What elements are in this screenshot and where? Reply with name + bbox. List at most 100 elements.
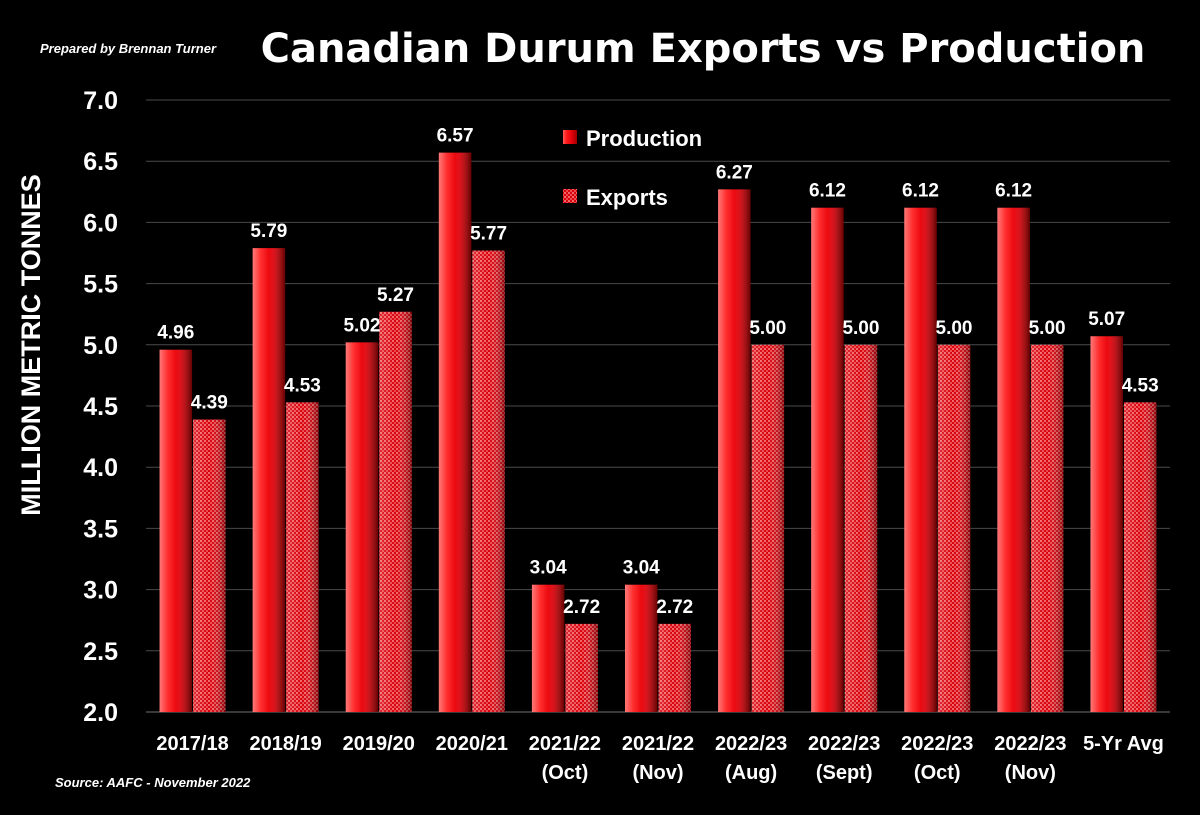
data-label-production: 6.57 [437,126,474,147]
legend-label-exports: Exports [586,185,668,210]
x-tick-label: (Nov) [1005,762,1056,784]
data-label-production: 3.04 [623,558,660,579]
bar-production [252,248,286,712]
x-tick-label: 2022/23 [994,733,1066,755]
bar-production-shade [904,207,937,712]
data-label-exports: 5.00 [936,318,973,339]
bar-production-shade [997,207,1030,712]
data-label-exports: 5.00 [842,318,879,339]
bar-exports-shade [751,344,785,712]
data-labels: 4.96 5.79 5.02 6.57 3.04 3.04 6.27 6.12 6.12 6.12… [157,126,1158,618]
x-tick-label: (Oct) [542,762,589,784]
bar-production-shade [718,189,751,713]
x-tick-label: 2019/20 [343,733,415,755]
data-label-exports: 4.53 [284,375,321,396]
y-tick-label: 2.0 [83,699,118,727]
data-label-exports: 4.39 [191,392,228,413]
bar-production [625,584,658,712]
data-label-production: 3.04 [530,558,567,579]
x-axis-ticks: 2017/18 2018/19 2019/20 2020/21 2021/22 (Oct)… [156,733,1163,784]
bar-production-shade [1090,336,1123,712]
data-label-exports: 2.72 [656,597,693,618]
bar-exports [193,419,226,712]
y-tick-label: 6.5 [83,148,118,176]
bar-exports [1123,402,1157,712]
x-tick-label: 2022/23 [715,733,787,755]
data-label-exports: 5.00 [1029,318,1066,339]
data-label-production: 5.02 [343,315,380,336]
bar-exports [1030,344,1064,712]
x-tick-label: 2018/19 [249,733,321,755]
x-tick-label: 2022/23 [808,733,880,755]
bar-production [159,349,193,712]
bar-exports [379,311,412,712]
bar-production [904,207,937,712]
legend-label-production: Production [586,126,702,151]
bar-production-shade [345,342,379,712]
credit-text: Prepared by Brennan Turner [40,41,217,56]
data-label-exports: 5.77 [470,224,507,245]
data-label-production: 6.12 [809,181,846,202]
y-tick-label: 4.0 [83,454,118,482]
x-tick-label: 2020/21 [436,733,508,755]
y-axis-label: MILLION METRIC TONNES [16,174,46,516]
legend-item-exports: Exports [563,185,668,210]
data-label-production: 5.79 [250,221,287,242]
bar-exports-shade [937,344,971,712]
bar-production [531,584,565,712]
x-tick-label: (Aug) [725,762,777,784]
y-tick-label: 3.0 [83,577,118,605]
data-label-production: 4.96 [157,323,194,344]
y-tick-label: 6.0 [83,209,118,237]
bar-production-shade [625,584,658,712]
data-label-production: 6.12 [995,181,1032,202]
data-label-exports: 5.27 [377,285,414,306]
legend-item-production: Production [563,126,702,151]
bar-exports-shade [193,419,226,712]
bar-production [345,342,379,712]
bar-production [438,152,472,712]
bar-production [811,207,844,712]
data-label-production: 5.07 [1088,309,1125,330]
x-tick-label: (Oct) [914,762,961,784]
data-label-exports: 4.53 [1122,375,1159,396]
bar-production [1090,336,1123,712]
bar-exports-shade [472,250,505,712]
y-tick-label: 7.0 [83,87,118,115]
bar-exports-shade [844,344,878,712]
bar-production [997,207,1030,712]
bar-production-shade [159,349,193,712]
legend-swatch-exports [563,189,577,203]
data-label-production: 6.27 [716,162,753,183]
x-tick-label: 2021/22 [529,733,601,755]
bar-exports [658,623,691,712]
x-tick-label: 2022/23 [901,733,973,755]
bar-exports-shade [565,623,598,712]
x-tick-label: 2021/22 [622,733,694,755]
legend-swatch-production [563,130,577,144]
data-label-production: 6.12 [902,181,939,202]
bars [159,152,1157,713]
data-label-exports: 5.00 [749,318,786,339]
bar-exports [937,344,971,712]
bar-exports-shade [658,623,691,712]
source-text: Source: AAFC - November 2022 [55,775,251,790]
y-tick-label: 4.5 [83,393,118,421]
x-tick-label: 5-Yr Avg [1083,733,1164,755]
legend: Production Exports [563,126,702,210]
x-tick-label: 2017/18 [156,733,228,755]
x-tick-label: (Sept) [816,762,873,784]
chart-title: Canadian Durum Exports vs Production [261,26,1146,72]
y-tick-label: 3.5 [83,515,118,543]
bar-production [718,189,751,713]
bar-exports [472,250,505,712]
bar-exports [565,623,598,712]
bar-exports-shade [379,311,412,712]
bar-exports [286,402,319,712]
x-tick-label: (Nov) [632,762,683,784]
bar-exports-shade [1030,344,1064,712]
bar-exports [844,344,878,712]
bar-exports [751,344,785,712]
bar-production-shade [438,152,472,712]
